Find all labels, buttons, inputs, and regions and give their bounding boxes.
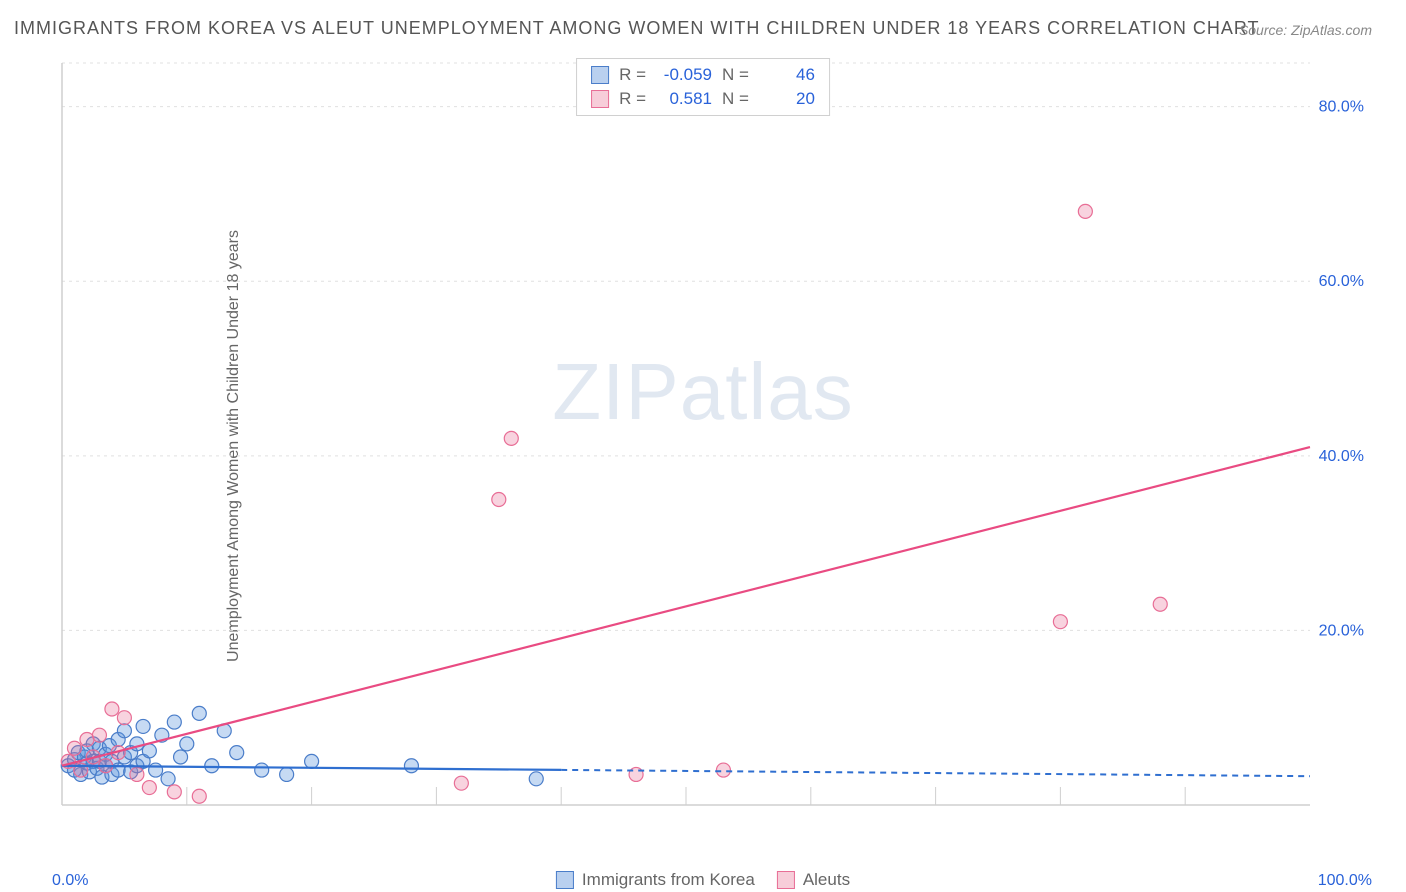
x-axis-max-label: 100.0% xyxy=(1318,872,1372,890)
legend-swatch-icon xyxy=(591,90,609,108)
svg-text:20.0%: 20.0% xyxy=(1319,622,1364,639)
chart-title: IMMIGRANTS FROM KOREA VS ALEUT UNEMPLOYM… xyxy=(14,18,1260,39)
correlation-legend: R = -0.059 N = 46 R = 0.581 N = 20 xyxy=(576,58,830,116)
svg-text:60.0%: 60.0% xyxy=(1319,273,1364,290)
legend-swatch-icon xyxy=(777,871,795,889)
scatter-plot: 20.0% 40.0% 60.0% 80.0% xyxy=(50,55,1370,835)
legend-row: R = -0.059 N = 46 xyxy=(591,63,815,87)
svg-text:40.0%: 40.0% xyxy=(1319,448,1364,465)
legend-item: Aleuts xyxy=(777,870,850,890)
legend-row: R = 0.581 N = 20 xyxy=(591,87,815,111)
legend-item: Immigrants from Korea xyxy=(556,870,755,890)
x-axis-min-label: 0.0% xyxy=(52,872,88,890)
source-attribution: Source: ZipAtlas.com xyxy=(1239,22,1372,38)
legend-swatch-icon xyxy=(591,66,609,84)
svg-text:80.0%: 80.0% xyxy=(1319,99,1364,116)
legend-swatch-icon xyxy=(556,871,574,889)
series-legend: Immigrants from Korea Aleuts xyxy=(556,870,850,890)
